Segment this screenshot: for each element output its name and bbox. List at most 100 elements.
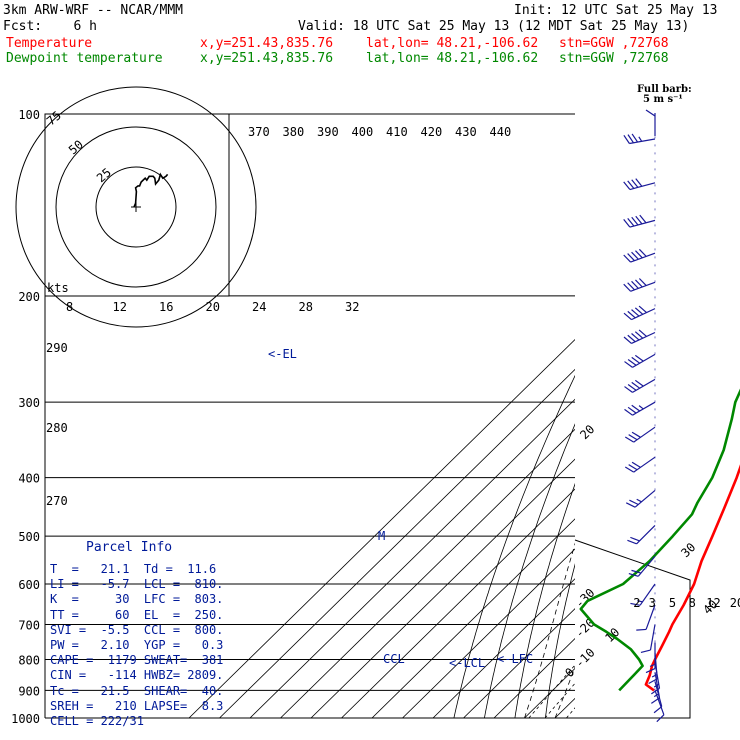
parcel-info-row: LI = -5.7 LCL = 810. <box>50 577 224 592</box>
outer-boundary <box>574 539 691 719</box>
temperature-profile <box>644 464 740 692</box>
theta-label: 400 <box>352 125 374 139</box>
pressure-tick-label: 1000 <box>11 712 40 726</box>
isotherm <box>371 518 575 718</box>
pressure-tick-label: 600 <box>18 578 40 592</box>
wind-barb <box>630 583 656 606</box>
lcl-marker: <-LCL <box>449 656 485 670</box>
isotherm <box>432 578 575 718</box>
isotherm-label: -20 <box>572 616 597 641</box>
mixing-ratio-label: 2 <box>633 596 640 610</box>
wind-barb <box>623 248 656 263</box>
pressure-tick-label: 500 <box>18 530 40 544</box>
hodograph-inset <box>44 113 230 297</box>
isotherm <box>463 608 575 718</box>
hodograph-ring <box>55 126 217 288</box>
wind-barb <box>636 604 656 631</box>
wind-barb <box>623 278 656 292</box>
temperature-legend-latlon: lat,lon= 48.21,-106.62 <box>366 36 539 51</box>
isotherm <box>249 398 575 718</box>
parcel-info-row: SVI = -5.5 CCL = 800. <box>50 622 224 637</box>
parcel-info-row: Tc = 21.5 SHEAR= 40. <box>50 683 224 698</box>
isotherm <box>280 428 575 718</box>
diagram-lines <box>188 114 740 718</box>
wind-barb <box>624 426 656 443</box>
dewpoint-legend-station: stn=GGW ,72768 <box>559 51 669 66</box>
dewpoint-legend-xy: x,y=251.43,835.76 <box>200 51 334 66</box>
isotherm <box>402 548 575 718</box>
hodograph-speed-label: 32 <box>345 300 359 314</box>
parcel-info-row: PW = 2.10 YGP = 0.3 <box>50 638 224 653</box>
barb-legend-title: Full barb: <box>637 84 692 95</box>
hodograph-units-label: kts <box>47 281 69 295</box>
parcel-info-row: CIN = -114 HWBZ= 2809. <box>50 668 224 683</box>
temperature-legend-xy: x,y=251.43,835.76 <box>200 36 334 51</box>
pressure-tick-label: 800 <box>18 653 40 667</box>
hodograph-ring <box>15 86 257 328</box>
theta-label: 370 <box>248 125 270 139</box>
parcel-info-row: SREH = 210 LAPSE= 8.3 <box>50 698 224 713</box>
theta-label: 440 <box>490 125 512 139</box>
pressure-tick-label: 700 <box>18 618 40 632</box>
wind-barb <box>623 214 656 228</box>
hodograph-trace <box>133 172 169 208</box>
dry-adiabat <box>514 482 575 718</box>
mixing-ratio-label: 8 <box>689 596 696 610</box>
moist-adiabat <box>628 162 740 718</box>
hodograph-speed-label: 16 <box>159 300 173 314</box>
hodograph-speed-label: 20 <box>206 300 220 314</box>
wind-barb <box>628 555 656 577</box>
hodograph-speed-label: 24 <box>252 300 266 314</box>
dry-adiabat <box>637 114 740 718</box>
isotherm <box>188 339 575 718</box>
parcel-info-title: Parcel Info <box>86 540 173 555</box>
isotherm <box>647 114 740 718</box>
wind-barb <box>624 456 656 473</box>
theta-label: 410 <box>386 125 408 139</box>
theta-label: 380 <box>283 125 305 139</box>
isotherm <box>586 114 740 718</box>
m-marker: M <box>378 529 385 543</box>
dry-adiabat <box>606 114 740 718</box>
dewpoint-legend-latlon: lat,lon= 48.21,-106.62 <box>366 51 539 66</box>
dry-adiabat <box>545 563 575 718</box>
isotherm-label: 20 <box>577 422 597 442</box>
dry-adiabat <box>667 114 740 718</box>
pressure-tick-label: 400 <box>18 472 40 486</box>
isotherm <box>616 114 740 718</box>
wind-barb <box>640 624 656 654</box>
isotherm <box>493 638 575 718</box>
init-time: Init: 12 UTC Sat 25 May 13 <box>514 3 718 18</box>
parcel-info-row: CELL = 222/31 <box>50 714 144 729</box>
theta-label: 430 <box>455 125 477 139</box>
forecast-hour: Fcst: 6 h <box>3 19 97 34</box>
theta-left-label: 270 <box>46 494 68 508</box>
wind-barb <box>654 690 665 723</box>
moist-adiabat <box>616 162 740 718</box>
isotherm <box>677 114 740 718</box>
isotherm <box>310 458 575 718</box>
theta-left-label: 280 <box>46 421 68 435</box>
mixing-ratio-label: 5 <box>669 596 676 610</box>
lfc-marker: <-LFC <box>497 652 533 666</box>
mixing-ratio-line <box>606 584 719 718</box>
isotherm-label: 30 <box>678 540 698 560</box>
barb-legend-sample <box>645 109 656 136</box>
model-title: 3km ARW-WRF -- NCAR/MMM <box>3 3 184 18</box>
dewpoint-profile <box>579 388 740 692</box>
temperature-legend-station: stn=GGW ,72768 <box>559 36 669 51</box>
mixing-ratio-line <box>528 664 575 718</box>
wind-barb <box>623 133 656 145</box>
wind-barb <box>653 681 663 714</box>
wind-barb <box>623 329 656 345</box>
el-marker: <-EL <box>268 347 297 361</box>
mixing-ratio-label: 12 <box>706 596 720 610</box>
dry-adiabat <box>484 423 575 718</box>
hodograph-speed-label: 28 <box>299 300 313 314</box>
theta-left-label: 290 <box>46 341 68 355</box>
mixing-ratio-label: 3 <box>649 596 656 610</box>
wind-barb <box>623 305 656 321</box>
barb-legend-value: 5 m s⁻¹ <box>643 94 683 105</box>
valid-time: Valid: 18 UTC Sat 25 May 13 (12 MDT Sat … <box>298 19 690 34</box>
